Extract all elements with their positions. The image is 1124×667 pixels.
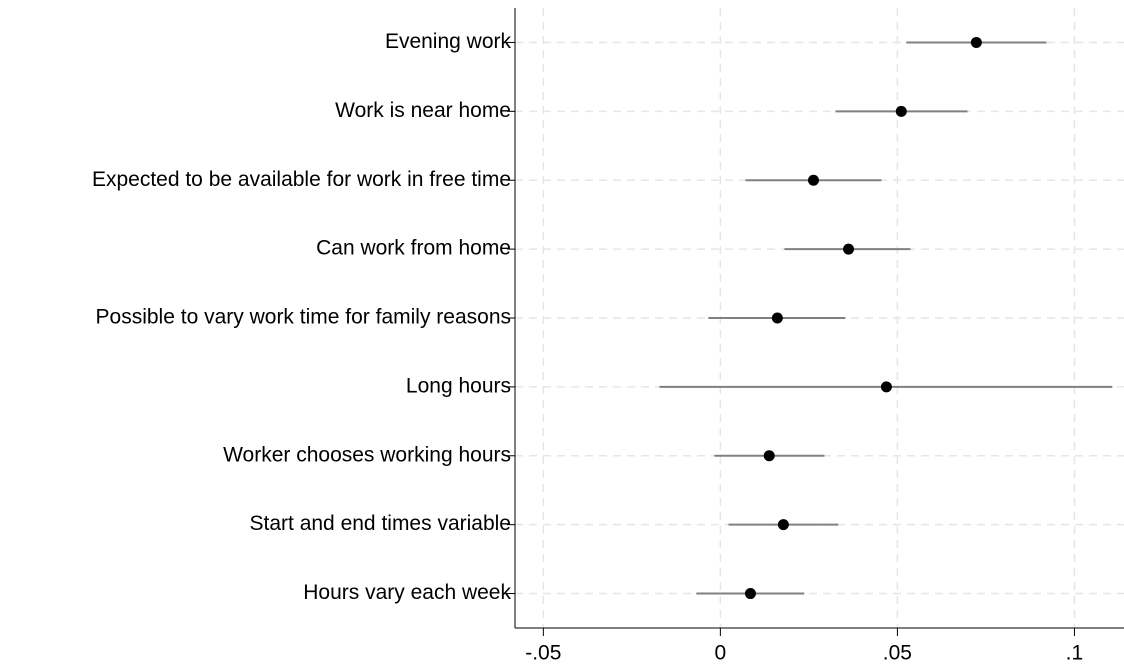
y-tick-label: Possible to vary work time for family re… [96, 306, 511, 329]
point [807, 174, 819, 186]
point [763, 450, 775, 462]
y-tick-label: Evening work [385, 30, 512, 53]
y-tick-label: Hours vary each week [303, 581, 511, 604]
point [970, 36, 982, 48]
x-tick-label: .1 [1066, 642, 1084, 665]
y-tick-label: Can work from home [316, 237, 511, 260]
point [744, 588, 756, 600]
point [880, 381, 892, 393]
point [895, 105, 907, 117]
y-tick-label: Long hours [406, 374, 511, 397]
y-tick-label: Worker chooses working hours [223, 443, 511, 466]
x-tick-label: .05 [883, 642, 912, 665]
y-tick-label: Start and end times variable [250, 512, 511, 535]
x-tick-label: -.05 [525, 642, 561, 665]
point [843, 243, 855, 255]
y-tick-label: Expected to be available for work in fre… [92, 168, 511, 191]
y-tick-label: Work is near home [335, 99, 511, 122]
x-tick-label: 0 [715, 642, 727, 665]
point [777, 519, 789, 531]
point [771, 312, 783, 324]
